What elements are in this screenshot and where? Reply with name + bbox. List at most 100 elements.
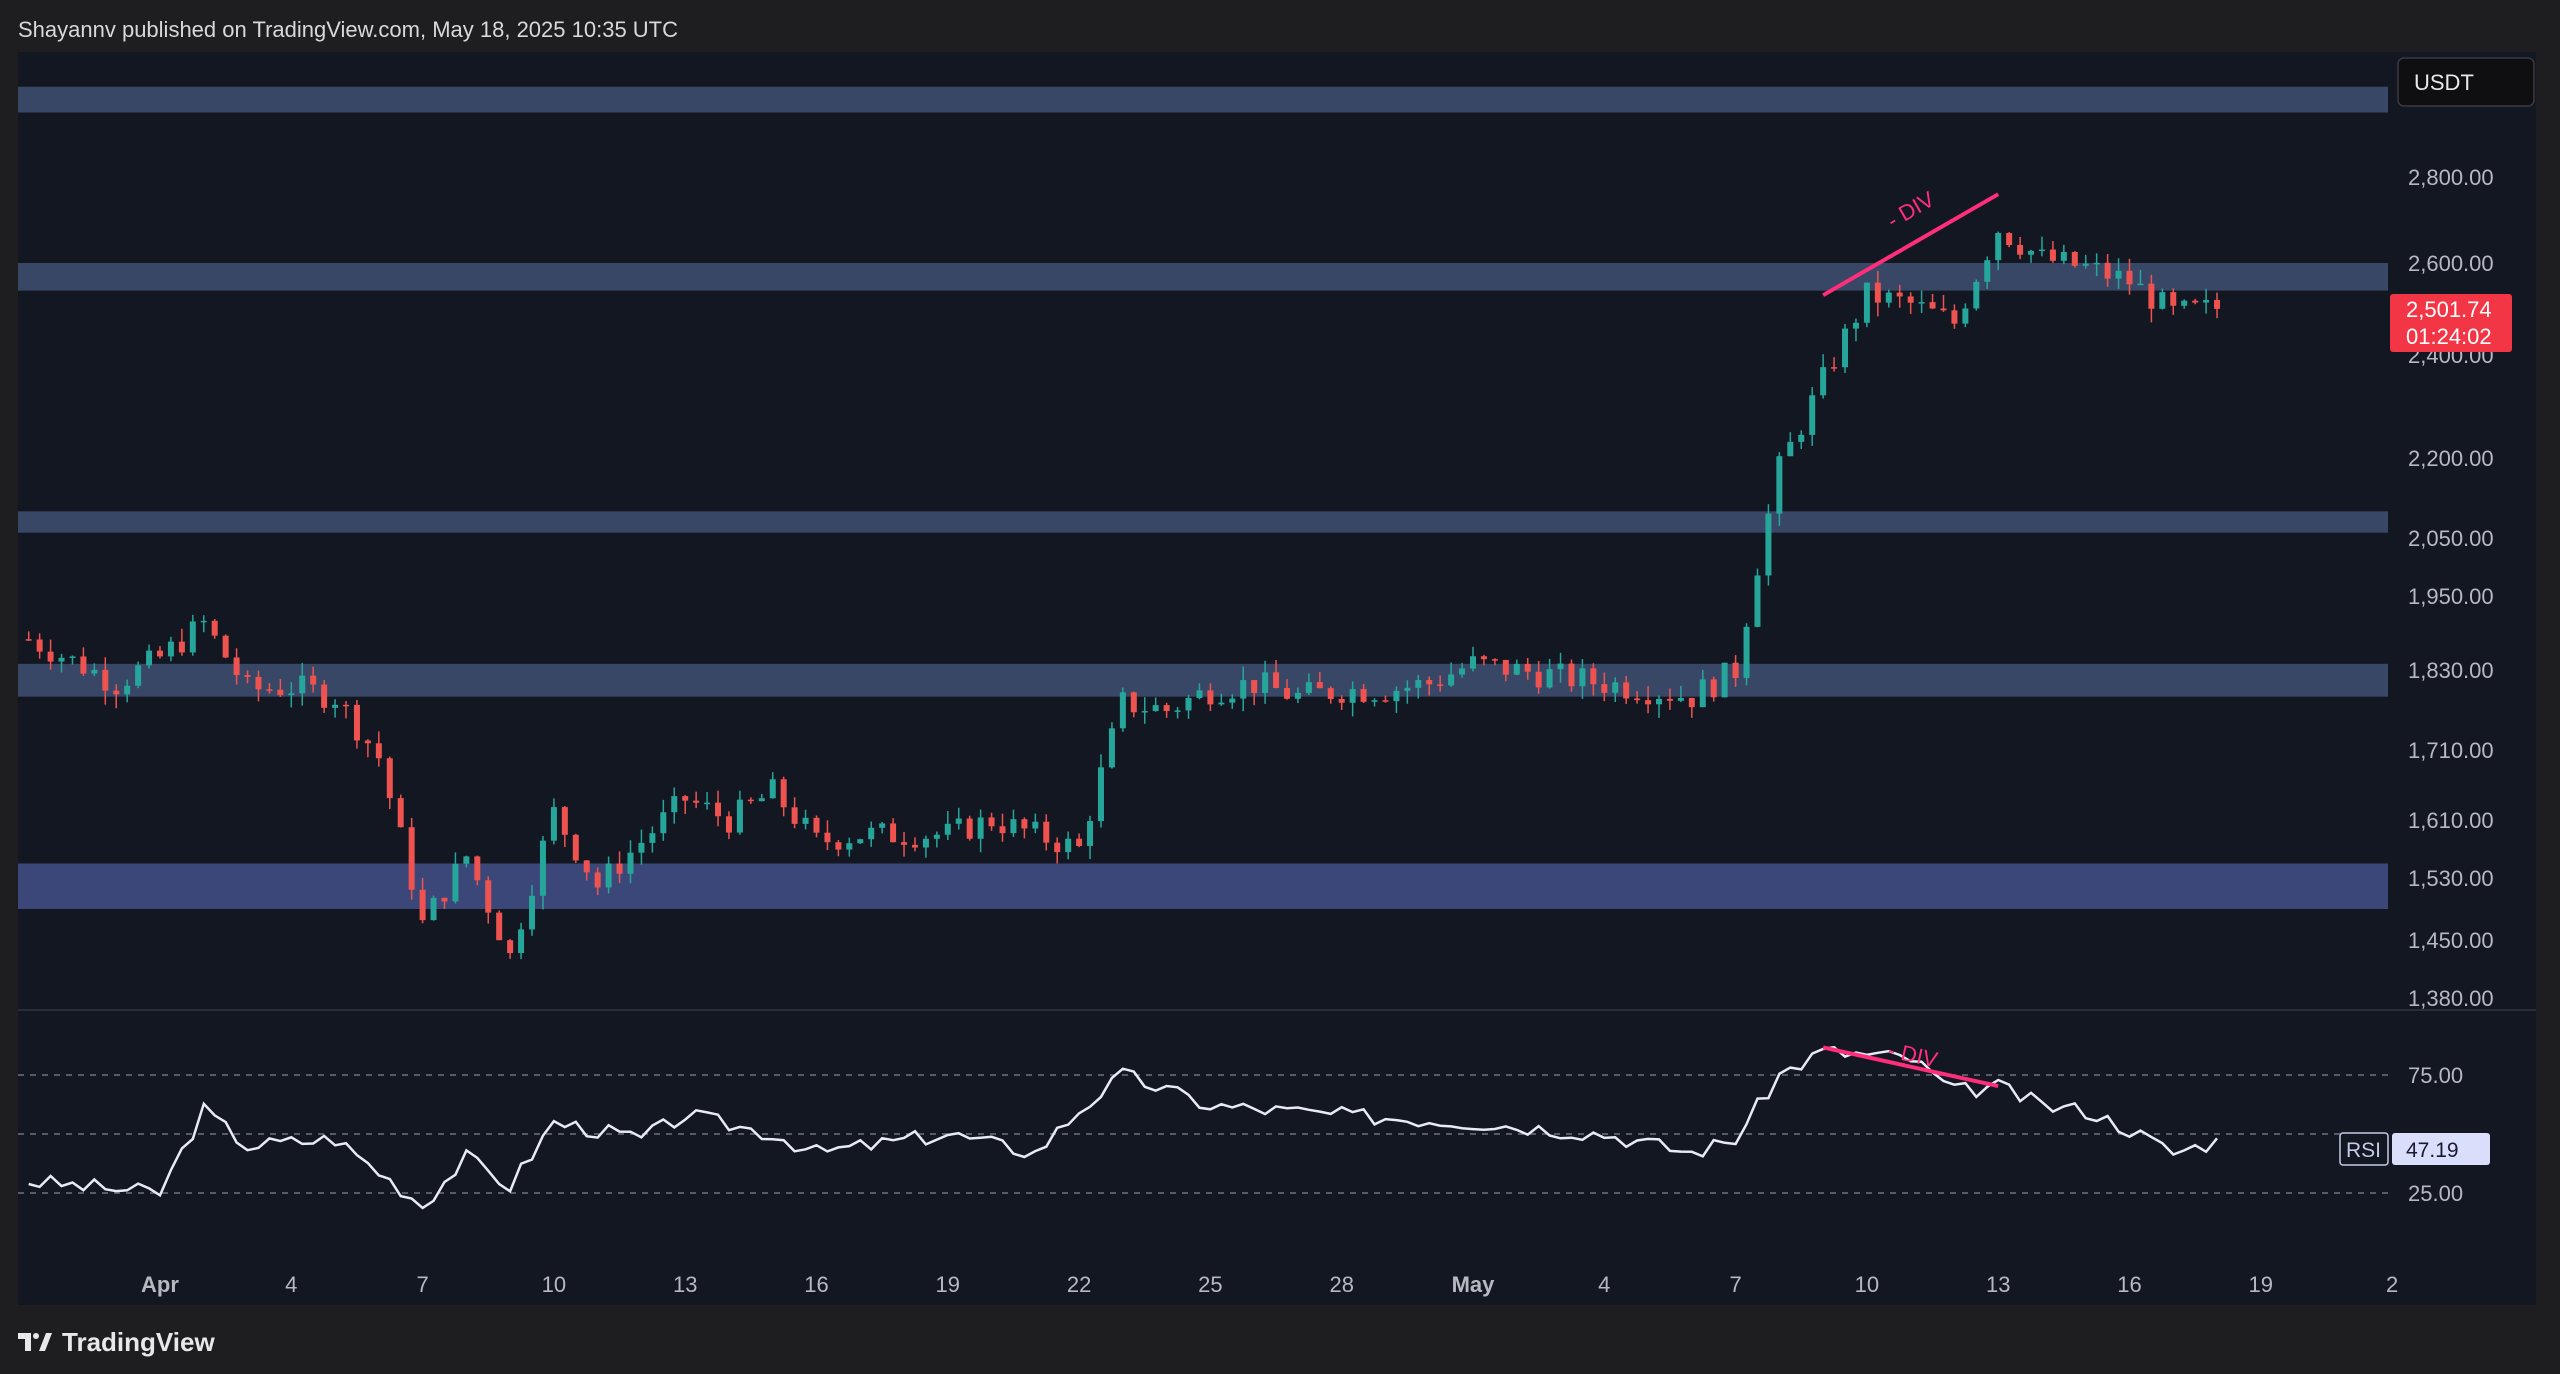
- candle: [2192, 298, 2199, 305]
- candle: [157, 646, 163, 659]
- price-tick-label: 2,800.00: [2408, 165, 2494, 190]
- candle: [1842, 324, 1849, 374]
- candle: [1699, 669, 1706, 708]
- candle: [791, 797, 798, 829]
- candle: [944, 811, 951, 841]
- support-resistance-zone: [18, 663, 2388, 697]
- candle: [1174, 706, 1181, 719]
- currency-selector[interactable]: USDT: [2397, 57, 2535, 107]
- candle: [113, 684, 120, 709]
- price-tick-label: 2,050.00: [2408, 526, 2494, 551]
- candle: [682, 795, 689, 815]
- candle: [835, 839, 842, 857]
- candle: [146, 644, 153, 669]
- rsi-tick-label: 75.00: [2408, 1063, 2463, 1088]
- candle: [1907, 292, 1914, 314]
- support-resistance-zone: [18, 863, 2388, 909]
- candle: [857, 838, 864, 845]
- candle: [824, 820, 831, 851]
- candle: [1273, 660, 1280, 689]
- candle: [583, 859, 590, 881]
- candle: [890, 818, 897, 843]
- rsi-value: 47.19: [2406, 1139, 2459, 1162]
- candle: [1076, 833, 1083, 848]
- candle: [1262, 660, 1269, 704]
- candle: [1415, 674, 1422, 699]
- candle: [1612, 677, 1619, 703]
- candle: [1437, 675, 1444, 692]
- candle: [911, 837, 918, 852]
- candle: [178, 628, 185, 656]
- candle: [1579, 659, 1586, 699]
- candle: [2082, 254, 2089, 269]
- currency-label: USDT: [2414, 70, 2474, 95]
- candle: [1590, 663, 1597, 696]
- candle: [474, 855, 481, 886]
- candle: [288, 682, 295, 708]
- candle: [879, 821, 886, 834]
- candle: [2104, 254, 2111, 287]
- candle: [91, 663, 98, 677]
- time-tick-label: 16: [804, 1272, 828, 1297]
- candle: [1196, 683, 1203, 700]
- tradingview-brand[interactable]: TradingView: [18, 1322, 215, 1362]
- candle: [1426, 676, 1433, 696]
- candle: [2028, 249, 2035, 263]
- candle: [671, 787, 678, 824]
- candle: [25, 631, 32, 642]
- candle: [594, 867, 601, 896]
- candle: [1152, 697, 1159, 712]
- candle: [605, 856, 612, 894]
- candle: [1721, 662, 1728, 698]
- candle: [693, 791, 700, 809]
- candle: [1054, 837, 1061, 864]
- candle: [1787, 432, 1794, 457]
- candle: [2038, 236, 2045, 257]
- candle: [1863, 282, 1870, 328]
- candle: [332, 699, 339, 718]
- candle: [343, 701, 350, 719]
- time-tick-label: May: [1452, 1272, 1496, 1297]
- candle: [1951, 304, 1958, 329]
- candle: [1251, 680, 1258, 706]
- candle: [233, 648, 240, 685]
- candle: [58, 653, 65, 673]
- candle: [1294, 687, 1301, 704]
- support-resistance-zone: [18, 86, 2388, 113]
- candle: [222, 634, 229, 659]
- candle: [1732, 655, 1739, 687]
- time-tick-label: 4: [285, 1272, 297, 1297]
- candle: [1710, 676, 1717, 702]
- candle: [1524, 657, 1531, 680]
- support-resistance-zone: [18, 263, 2388, 291]
- candle: [124, 679, 131, 703]
- support-resistance-zone: [18, 511, 2388, 533]
- candle: [572, 833, 579, 863]
- candle: [2181, 299, 2188, 309]
- price-tick-label: 2,200.00: [2408, 446, 2494, 471]
- time-tick-label: 25: [1198, 1272, 1222, 1297]
- price-tick-label: 1,380.00: [2408, 986, 2494, 1011]
- time-tick-label: 13: [1986, 1272, 2010, 1297]
- candle: [2071, 251, 2078, 268]
- candle: [485, 876, 492, 924]
- candle: [1349, 681, 1356, 717]
- candle: [1502, 659, 1509, 682]
- candle: [419, 877, 426, 924]
- candle: [1820, 354, 1827, 399]
- candle: [386, 756, 393, 810]
- candle: [966, 815, 973, 841]
- candle: [397, 794, 404, 828]
- candle: [1973, 279, 1980, 311]
- candle: [1283, 679, 1290, 700]
- candle: [211, 618, 218, 639]
- candle: [1404, 680, 1411, 704]
- candle: [1634, 690, 1641, 704]
- candle: [2214, 292, 2221, 319]
- candle: [507, 939, 514, 959]
- candle: [1032, 813, 1039, 834]
- candle: [1535, 661, 1542, 694]
- candle: [529, 885, 536, 936]
- candle: [200, 615, 207, 633]
